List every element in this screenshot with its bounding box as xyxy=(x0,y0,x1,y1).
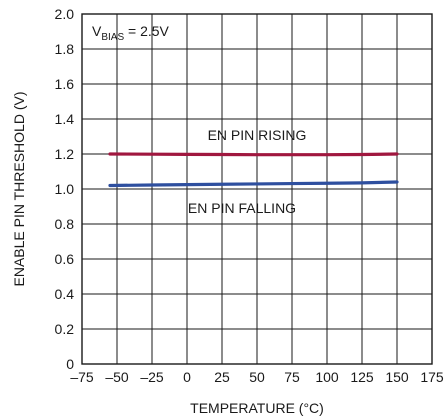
x-tick-label: 25 xyxy=(214,369,230,385)
y-tick-label: 0.2 xyxy=(55,321,75,337)
x-tick-label: 125 xyxy=(350,369,374,385)
y-axis-title: ENABLE PIN THRESHOLD (V) xyxy=(11,91,27,286)
grid xyxy=(82,14,432,364)
bias-v: V xyxy=(92,23,102,39)
y-tick-label: 1.2 xyxy=(55,146,75,162)
x-tick-label: –50 xyxy=(105,369,129,385)
tick-labels: –75 –50 –25 0 25 50 75 100 125 150 175 0 0.2 0.4 0.6 0.… xyxy=(55,6,444,385)
plot-frame xyxy=(81,13,433,365)
x-tick-label: 50 xyxy=(249,369,265,385)
y-tick-label: 1.0 xyxy=(55,181,75,197)
y-tick-label: 0.4 xyxy=(55,286,75,302)
y-tick-label: 0 xyxy=(66,356,74,372)
bias-subscript: BIAS xyxy=(101,32,124,43)
y-tick-label: 0.8 xyxy=(55,216,75,232)
series-layer xyxy=(108,152,399,188)
series-label-en-pin-rising: EN PIN RISING xyxy=(208,127,307,143)
series-line-en-pin-falling xyxy=(108,180,399,188)
y-tick-label: 1.4 xyxy=(55,111,75,127)
y-tick-label: 0.6 xyxy=(55,251,75,267)
x-axis-title: TEMPERATURE (°C) xyxy=(190,400,324,416)
x-tick-label: –25 xyxy=(140,369,164,385)
x-tick-label: 175 xyxy=(420,369,444,385)
series-line-en-pin-rising xyxy=(108,152,399,157)
bias-annotation: VBIAS = 2.5V xyxy=(92,23,170,43)
x-tick-label: 0 xyxy=(183,369,191,385)
y-tick-label: 1.8 xyxy=(55,41,75,57)
y-tick-label: 2.0 xyxy=(55,6,75,22)
x-tick-label: –75 xyxy=(70,369,94,385)
y-tick-label: 1.6 xyxy=(55,76,75,92)
x-tick-label: 100 xyxy=(315,369,339,385)
x-tick-label: 75 xyxy=(284,369,300,385)
x-tick-label: 150 xyxy=(385,369,409,385)
bias-value: = 2.5V xyxy=(124,23,169,39)
series-label-en-pin-falling: EN PIN FALLING xyxy=(188,200,296,216)
